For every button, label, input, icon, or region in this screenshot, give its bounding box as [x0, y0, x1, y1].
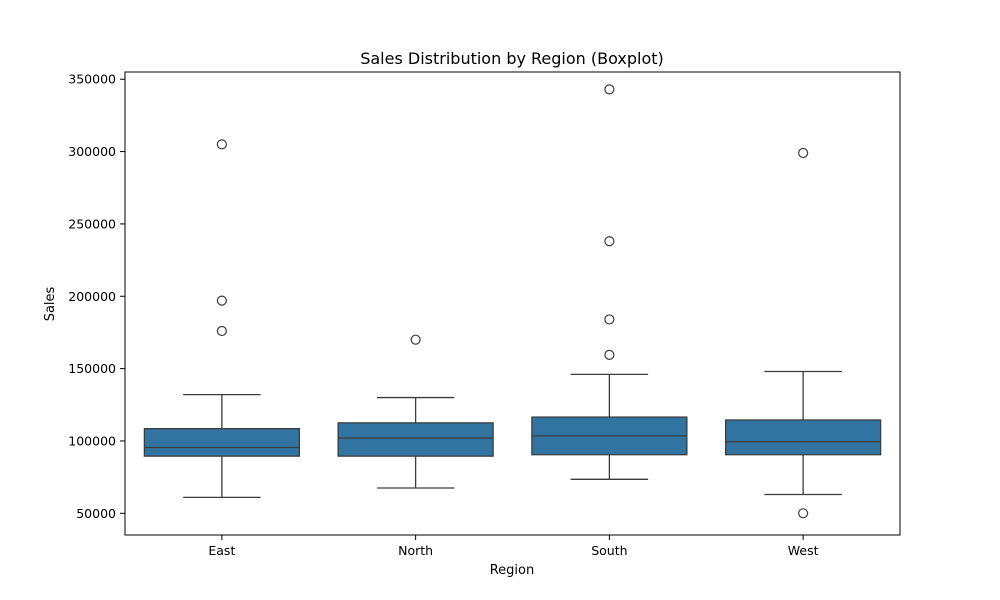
- x-tick-label: South: [591, 543, 627, 558]
- box: [724, 419, 882, 456]
- outlier-point: [216, 325, 227, 337]
- outlier-point: [604, 236, 615, 247]
- y-tick-label: 350000: [68, 72, 116, 87]
- y-tick-label: 300000: [68, 144, 116, 159]
- y-tick-label: 150000: [68, 361, 116, 376]
- outlier-point: [216, 139, 227, 150]
- box: [143, 428, 301, 457]
- outlier-point: [604, 349, 615, 360]
- boxes: [143, 84, 882, 519]
- x-axis-label: Region: [490, 563, 535, 578]
- y-tick-label: 200000: [68, 289, 116, 304]
- box-group: [143, 139, 301, 499]
- x-tick-label: East: [208, 543, 235, 558]
- outlier-point: [604, 84, 615, 95]
- y-tick-label: 50000: [76, 506, 116, 521]
- box: [337, 422, 494, 457]
- plot-area: [124, 71, 901, 536]
- outlier-point: [798, 508, 809, 519]
- chart-title: Sales Distribution by Region (Boxplot): [360, 49, 664, 68]
- y-axis-label: Sales: [43, 286, 58, 321]
- y-axis: 50000 100000 150000 200000 250000 300000 35000…: [68, 72, 125, 521]
- y-tick-label: 100000: [68, 433, 116, 448]
- x-tick-label: West: [788, 543, 819, 558]
- box-group: [531, 84, 688, 480]
- outlier-point: [410, 334, 421, 345]
- outlier-point: [216, 295, 227, 306]
- box-group: [337, 334, 494, 489]
- x-axis: East North South West: [208, 535, 819, 558]
- x-tick-label: North: [398, 543, 433, 558]
- box-group: [724, 147, 882, 519]
- outlier-point: [798, 147, 809, 159]
- y-tick-label: 250000: [68, 216, 116, 231]
- outlier-point: [604, 314, 615, 325]
